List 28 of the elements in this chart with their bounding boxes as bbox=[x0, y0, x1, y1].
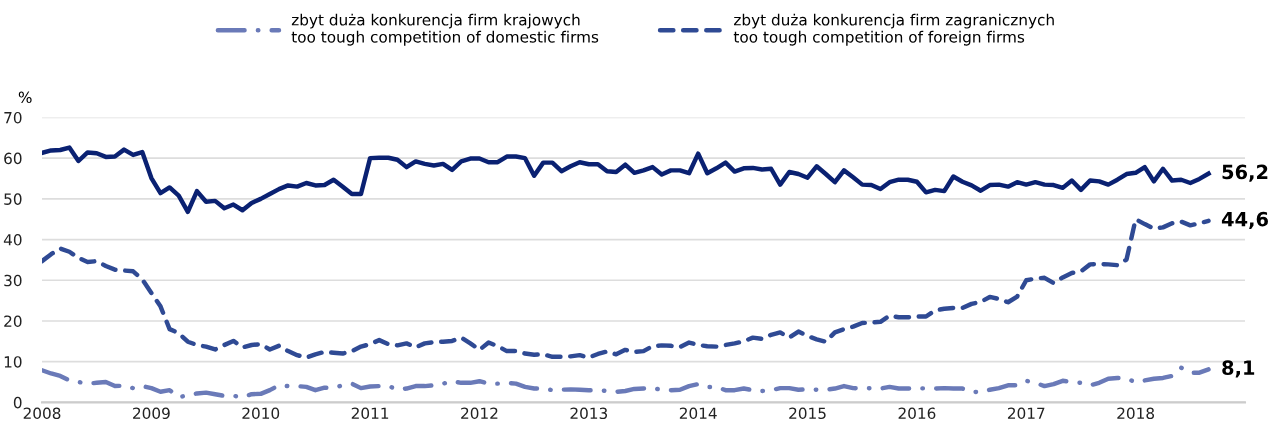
y-tick-label: 60 bbox=[4, 152, 22, 165]
y-axis-title: % bbox=[18, 91, 32, 104]
x-tick-label: 2017 bbox=[1007, 407, 1045, 420]
legend-label: zbyt duża konkurencja firm krajowych too tough competition of domestic firms bbox=[291, 13, 599, 46]
x-tick-label: 2015 bbox=[789, 407, 826, 420]
y-tick-label: 40 bbox=[3, 234, 22, 246]
legend-label: zbyt duża konkurencja firm zagranicznych too tough competition of foreign firms bbox=[733, 13, 1054, 46]
y-tick-label: 70 bbox=[4, 111, 22, 124]
line-series bbox=[42, 145, 1211, 215]
y-tick-label: 50 bbox=[4, 193, 22, 205]
x-tick-label: 2013 bbox=[570, 407, 608, 420]
x-tick-label: 2010 bbox=[242, 407, 280, 420]
x-tick-label: 2014 bbox=[679, 407, 717, 420]
y-tick-label: 10 bbox=[4, 356, 22, 368]
x-tick-label: 2012 bbox=[461, 407, 498, 420]
x-tick-label: 2016 bbox=[898, 407, 936, 420]
x-tick-label: 2008 bbox=[23, 407, 61, 420]
line-series bbox=[42, 365, 1211, 400]
x-tick-label: 2018 bbox=[1117, 407, 1155, 420]
y-tick-label: 20 bbox=[4, 315, 22, 327]
annotation: 56,2 bbox=[1222, 164, 1268, 182]
y-tick-label: 0 bbox=[13, 396, 22, 409]
y-tick-label: 30 bbox=[4, 274, 22, 287]
line-series bbox=[42, 216, 1211, 360]
annotation: 44,6 bbox=[1221, 211, 1268, 229]
annotation: 8,1 bbox=[1222, 360, 1255, 378]
x-tick-label: 2011 bbox=[351, 407, 389, 420]
x-tick-label: 2009 bbox=[133, 407, 170, 420]
